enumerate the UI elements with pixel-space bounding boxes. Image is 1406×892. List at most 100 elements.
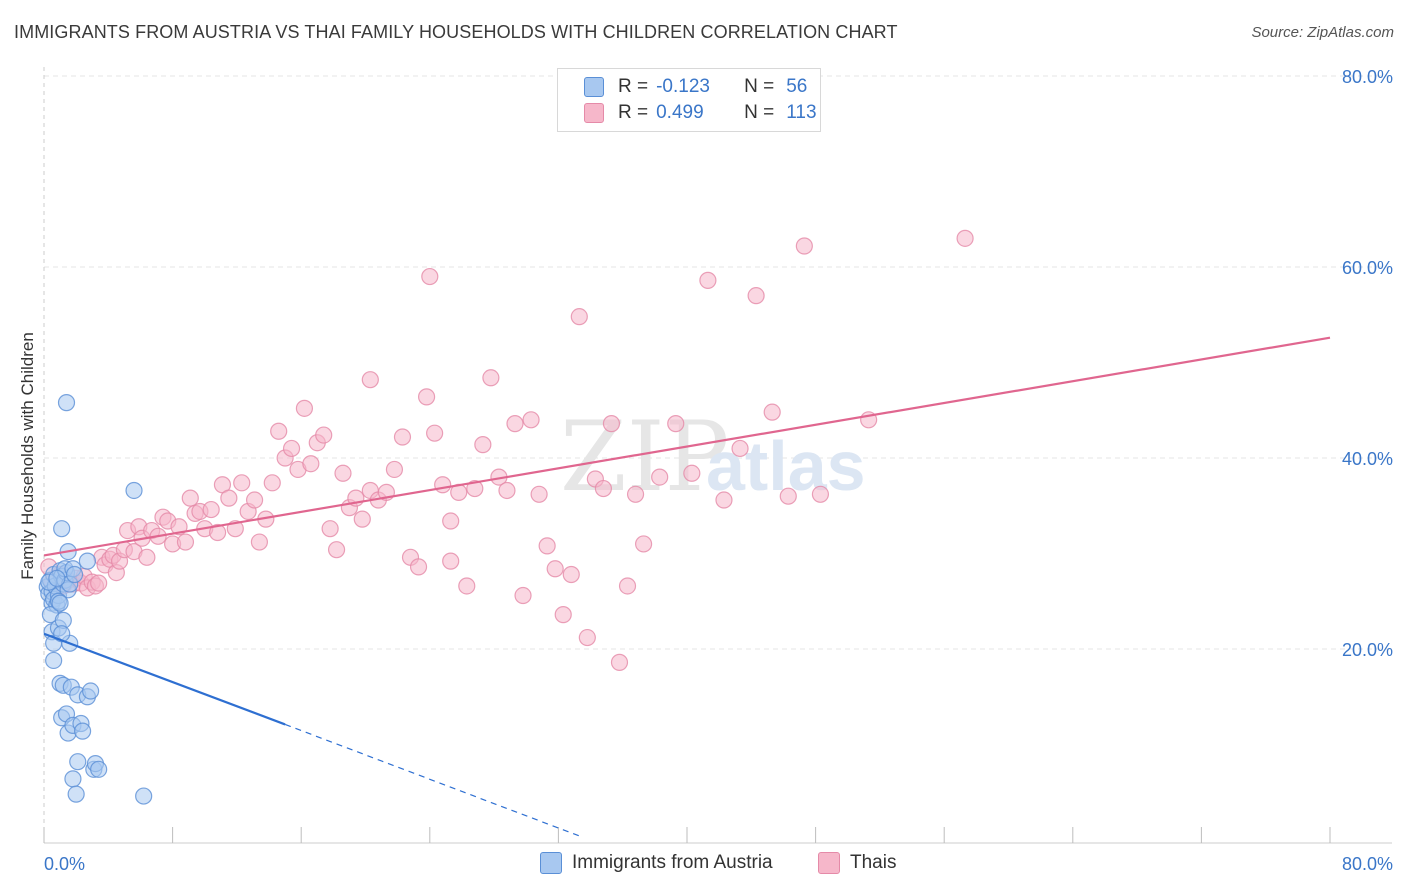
austria-point [45,651,63,670]
thai-point [233,474,251,492]
thai-point [731,439,749,458]
legend-item-thais[interactable]: Thais [818,852,896,874]
thai-point [594,479,613,498]
y-tick-label: 60.0% [1342,258,1393,278]
austria-point [48,569,66,587]
legend-r-value: 0.499 [656,102,704,123]
thai-point [747,287,765,305]
thai-point [522,411,540,429]
thai-point [361,371,379,389]
legend-swatch-thais [818,852,840,874]
legend-swatch-austria [584,77,604,97]
thai-point [270,422,288,440]
thai-point [245,491,264,509]
austria-point [64,770,82,788]
thai-point [421,267,439,286]
austria-trend-line [43,632,286,726]
thai-point [570,308,588,326]
thai-point [506,415,524,433]
axes [43,67,1392,844]
thai-point [409,558,428,576]
thai-point [763,403,781,421]
austria-point [73,722,92,740]
thai-point [442,552,460,570]
thai-point [618,577,637,595]
correlation-legend: R = -0.123 N = 56 R = 0.499 N = 113 [557,68,821,132]
austria-point [67,785,85,803]
thai-point [546,560,564,578]
y-tick-label: 80.0% [1342,67,1393,87]
thai-point [334,464,352,482]
thai-point [634,535,653,553]
thai-point [610,653,629,671]
austria-point [53,520,71,538]
series-legend: Immigrants from Austria Thais [0,852,1406,878]
data-points [38,229,974,805]
thai-point [263,474,281,492]
thai-point [498,481,516,500]
legend-label-thais: Thais [850,852,897,873]
thai-point [699,271,717,289]
x-tick-label: 80.0% [1342,854,1393,874]
legend-item-austria[interactable]: Immigrants from Austria [540,852,773,874]
thai-trend-line [43,336,1331,557]
legend-n-value: 113 [786,102,817,123]
thai-point [514,586,532,605]
legend-n-label: N = [744,76,775,97]
thai-point [779,487,797,505]
thai-point [578,628,596,647]
thai-point [393,428,412,446]
austria-trend-extension [284,723,583,838]
thai-point [138,548,156,566]
thai-point [554,606,572,624]
thai-point [327,541,346,559]
legend-r-label: R = [618,102,649,123]
thai-point [811,485,830,503]
austria-point [57,394,76,412]
thai-point [956,229,974,247]
watermark-zip: ZIP [560,401,729,513]
thai-point [626,485,645,503]
thai-point [202,500,220,519]
thai-point [530,485,548,503]
thai-point [181,489,199,507]
thai-point [220,489,238,507]
thai-point [321,520,339,538]
austria-point [82,682,100,700]
thai-point [426,424,444,442]
thai-point [715,491,733,509]
legend-r-value: -0.123 [656,76,710,97]
austria-point [90,760,108,778]
austria-point [65,565,84,584]
legend-r-label: R = [618,76,649,97]
thai-point [315,426,333,444]
thai-point [683,464,701,482]
thai-point [353,510,371,528]
x-tick-label: 0.0% [44,854,85,874]
legend-swatch-austria [540,852,562,874]
austria-point [78,552,97,570]
thai-point [282,439,301,458]
thai-point [466,479,484,498]
thai-point [795,237,813,255]
thai-point [474,436,492,454]
austria-point [51,594,69,612]
legend-n-label: N = [744,102,775,123]
thai-point [458,577,476,595]
austria-point [125,481,143,500]
thai-point [250,533,269,551]
thai-point [434,476,452,494]
austria-point [135,787,153,805]
watermark: ZIP atlas [560,401,866,513]
thai-point [562,565,580,584]
thai-point [90,574,108,592]
thai-point [442,512,460,530]
thai-point [538,537,556,555]
chart-title: IMMIGRANTS FROM AUSTRIA VS THAI FAMILY H… [14,22,898,42]
thai-point [482,369,500,387]
thai-point [667,415,685,433]
thai-point [651,468,669,486]
thai-point [302,455,320,473]
austria-point [69,753,87,771]
